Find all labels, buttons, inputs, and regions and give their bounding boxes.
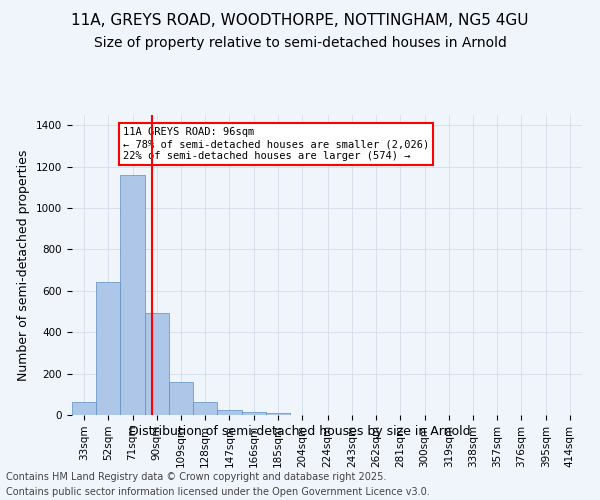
Bar	[242, 412, 266, 415]
Y-axis label: Number of semi-detached properties: Number of semi-detached properties	[17, 150, 31, 380]
Text: Contains public sector information licensed under the Open Government Licence v3: Contains public sector information licen…	[6, 487, 430, 497]
Text: Contains HM Land Registry data © Crown copyright and database right 2025.: Contains HM Land Registry data © Crown c…	[6, 472, 386, 482]
Bar	[96, 282, 121, 415]
Bar	[169, 382, 193, 415]
Bar	[121, 175, 145, 415]
Text: 11A, GREYS ROAD, WOODTHORPE, NOTTINGHAM, NG5 4GU: 11A, GREYS ROAD, WOODTHORPE, NOTTINGHAM,…	[71, 13, 529, 28]
Bar	[145, 312, 169, 415]
Bar	[217, 410, 242, 415]
Text: 11A GREYS ROAD: 96sqm
← 78% of semi-detached houses are smaller (2,026)
22% of s: 11A GREYS ROAD: 96sqm ← 78% of semi-deta…	[123, 128, 429, 160]
Text: Distribution of semi-detached houses by size in Arnold: Distribution of semi-detached houses by …	[129, 425, 471, 438]
Bar	[193, 402, 217, 415]
Bar	[266, 413, 290, 415]
Bar	[72, 402, 96, 415]
Text: Size of property relative to semi-detached houses in Arnold: Size of property relative to semi-detach…	[94, 36, 506, 51]
